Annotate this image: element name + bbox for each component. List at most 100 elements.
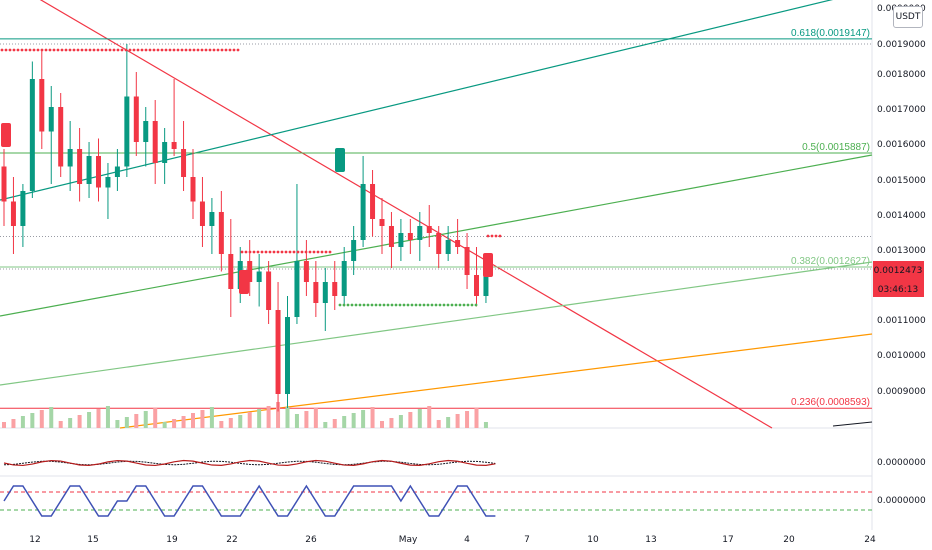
indicator-tick-label: 0.0000000 [877,496,926,506]
resistance-dot [144,48,148,52]
resistance-dot [244,250,248,254]
volume-bar [219,421,224,428]
support-dot [474,303,478,307]
resistance-dot [308,250,312,254]
resistance-dot [104,48,108,52]
support-dot [446,303,450,307]
resistance-dot [300,250,304,254]
resistance-dot [96,48,100,52]
resistance-dot [76,48,80,52]
currency-badge[interactable]: USDT [893,6,923,28]
resistance-dot [312,250,316,254]
candle-body [48,107,54,132]
candle-body [96,156,101,188]
resistance-dot [68,48,72,52]
volume-bar [455,414,460,428]
resistance-dot [160,48,164,52]
x-axis-tick-label: 19 [166,535,178,545]
resistance-dot [172,48,176,52]
support-dot [358,303,362,307]
signal-marker [483,253,493,277]
candle-body [455,240,461,247]
resistance-dot [220,48,224,52]
resistance-dot [88,48,92,52]
volume-bar [105,406,110,428]
volume-bar [2,422,6,428]
support-dot [394,303,398,307]
volume-bar [436,420,441,428]
resistance-dot [252,250,256,254]
volume-bar [96,409,101,428]
resistance-dot [24,48,28,52]
volume-bar [11,419,16,428]
resistance-dot [48,48,52,52]
candle-body [114,166,120,177]
y-axis-tick-label: 0.0009000 [877,387,926,397]
candle-body [1,166,7,202]
volume-bar [257,409,262,428]
current-price-tag [873,261,924,279]
volume-bar [361,410,366,428]
candle-body [133,96,139,142]
candle-body [39,79,45,132]
resistance-dot [64,48,68,52]
oscillator-line [3,484,496,517]
y-axis-tick-label: 0.0013000 [877,246,926,256]
support-dot [438,303,442,307]
volume-bar [465,411,470,428]
candle-body [152,121,158,163]
support-dot [386,303,390,307]
black-line-segment [832,421,873,427]
resistance-dot [212,48,216,52]
x-axis-tick-label: 17 [722,535,733,545]
y-axis-tick-label: 0.0019000 [877,40,926,50]
resistance-dot [20,48,24,52]
volume-bar [58,421,63,428]
resistance-dot [180,48,184,52]
resistance-dot [232,48,236,52]
volume-bar [77,415,82,428]
candle-body [77,149,83,184]
candle-body [407,233,413,240]
resistance-dot [224,48,228,52]
support-dot [390,303,394,307]
indicator-tick-label: 0.0000000 [877,458,926,468]
candle-body [199,201,205,226]
support-dot [378,303,382,307]
support-dot [470,303,474,307]
volume-bar [474,408,479,428]
candle-body [426,226,432,233]
resistance-dot [0,48,4,52]
x-axis-tick-label: 12 [29,535,40,545]
resistance-dot [240,250,244,254]
volume-bar [247,412,252,428]
resistance-dot [164,48,168,52]
resistance-dot [256,250,260,254]
support-dot [414,303,418,307]
resistance-dot [272,250,276,254]
resistance-dot [52,48,56,52]
resistance-dot [8,48,12,52]
support-dot [430,303,434,307]
candle-body [322,282,328,303]
candle-body [143,121,149,142]
candle-body [285,317,290,394]
resistance-dot [260,250,264,254]
candle-body [370,184,376,219]
volume-bar [446,417,451,428]
candle-body [483,268,489,296]
volume-bar [398,415,403,428]
x-axis-tick-label: 7 [524,535,530,545]
volume-bar [380,421,384,428]
fib-level-label: 0.382(0.0012627) [791,256,870,267]
resistance-dot [140,48,144,52]
support-dot [402,303,406,307]
resistance-dot [216,48,220,52]
resistance-dot [116,48,120,52]
current-price-label: 0.0012473 [874,266,923,276]
candle-body [181,149,187,177]
support-dot [338,303,342,307]
resistance-dot [228,48,232,52]
resistance-dot [92,48,96,52]
